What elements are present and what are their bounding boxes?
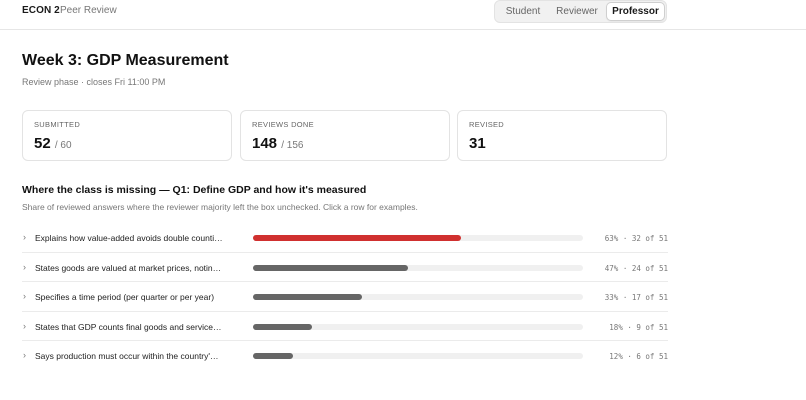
gaps-section-title: Where the class is missing — Q1: Define …: [22, 184, 367, 196]
stat-value: 31: [469, 135, 486, 152]
gap-row[interactable]: › Says production must occur within the …: [22, 341, 668, 371]
gap-row-stat: 47% · 24 of 51: [604, 263, 668, 273]
gap-bar-fill: [253, 323, 313, 330]
chevron-right-icon: ›: [23, 261, 26, 272]
gap-bar-fill: [253, 353, 293, 359]
gap-list: › Explains how value-added avoids double…: [22, 223, 668, 371]
page-subtitle: Review phase · closes Fri 11:00 PM: [22, 77, 166, 87]
stat-total: / 156: [281, 140, 304, 151]
gap-row[interactable]: › Specifies a time period (per quarter o…: [22, 282, 668, 312]
gap-bar-track: [253, 323, 583, 330]
gap-row-stat: 18% · 9 of 51: [609, 322, 668, 332]
gap-bar-track: [253, 264, 583, 271]
chevron-right-icon: ›: [23, 232, 26, 242]
gaps-section-subtitle: Share of reviewed answers where the revi…: [22, 202, 418, 212]
stat-card-reviews-done: REVIEWS DONE 148 / 156: [240, 110, 450, 161]
gap-row-label: Says production must occur within the co…: [35, 351, 219, 361]
gap-bar-track: [253, 353, 583, 359]
gap-bar-track: [253, 294, 583, 300]
gap-bar-fill: [253, 264, 409, 271]
gap-bar-track: [253, 235, 583, 241]
chevron-right-icon: ›: [23, 320, 26, 331]
stat-total: / 60: [54, 140, 72, 151]
stat-value: 52 / 60: [34, 135, 72, 152]
gap-row-label: Explains how value-added avoids double c…: [35, 233, 223, 243]
gap-row[interactable]: › States goods are valued at market pric…: [22, 253, 668, 282]
app-name: Peer Review: [60, 5, 117, 16]
top-bar: ECON 2 Peer Review Student Reviewer Prof…: [0, 0, 806, 30]
stat-value: 148 / 156: [252, 135, 304, 152]
role-reviewer-button[interactable]: Reviewer: [556, 6, 598, 17]
gap-row[interactable]: › States that GDP counts final goods and…: [22, 312, 668, 341]
stat-card-submitted: SUBMITTED 52 / 60: [22, 110, 232, 161]
stat-label: REVIEWS DONE: [252, 120, 314, 129]
gap-row-stat: 63% · 32 of 51: [604, 234, 668, 243]
role-switcher: Student Reviewer Professor: [494, 0, 667, 23]
gap-row-label: Specifies a time period (per quarter or …: [35, 292, 215, 302]
stat-label: SUBMITTED: [34, 120, 81, 129]
stat-card-revised: REVISED 31: [457, 110, 667, 161]
gap-bar-fill: [253, 235, 461, 241]
gap-row-stat: 12% · 6 of 51: [609, 352, 668, 361]
stat-label: REVISED: [469, 120, 505, 129]
gap-row-label: States that GDP counts final goods and s…: [35, 321, 222, 332]
page-title: Week 3: GDP Measurement: [22, 52, 229, 69]
gap-bar-fill: [253, 294, 362, 300]
gap-row[interactable]: › Explains how value-added avoids double…: [22, 223, 668, 253]
gap-row-stat: 33% · 17 of 51: [604, 293, 668, 302]
chevron-right-icon: ›: [23, 350, 26, 360]
gap-row-label: States goods are valued at market prices…: [35, 262, 222, 273]
course-name: ECON 2: [22, 5, 60, 16]
chevron-right-icon: ›: [23, 291, 26, 301]
role-student-button[interactable]: Student: [505, 6, 541, 17]
role-professor-button[interactable]: Professor: [606, 2, 665, 21]
